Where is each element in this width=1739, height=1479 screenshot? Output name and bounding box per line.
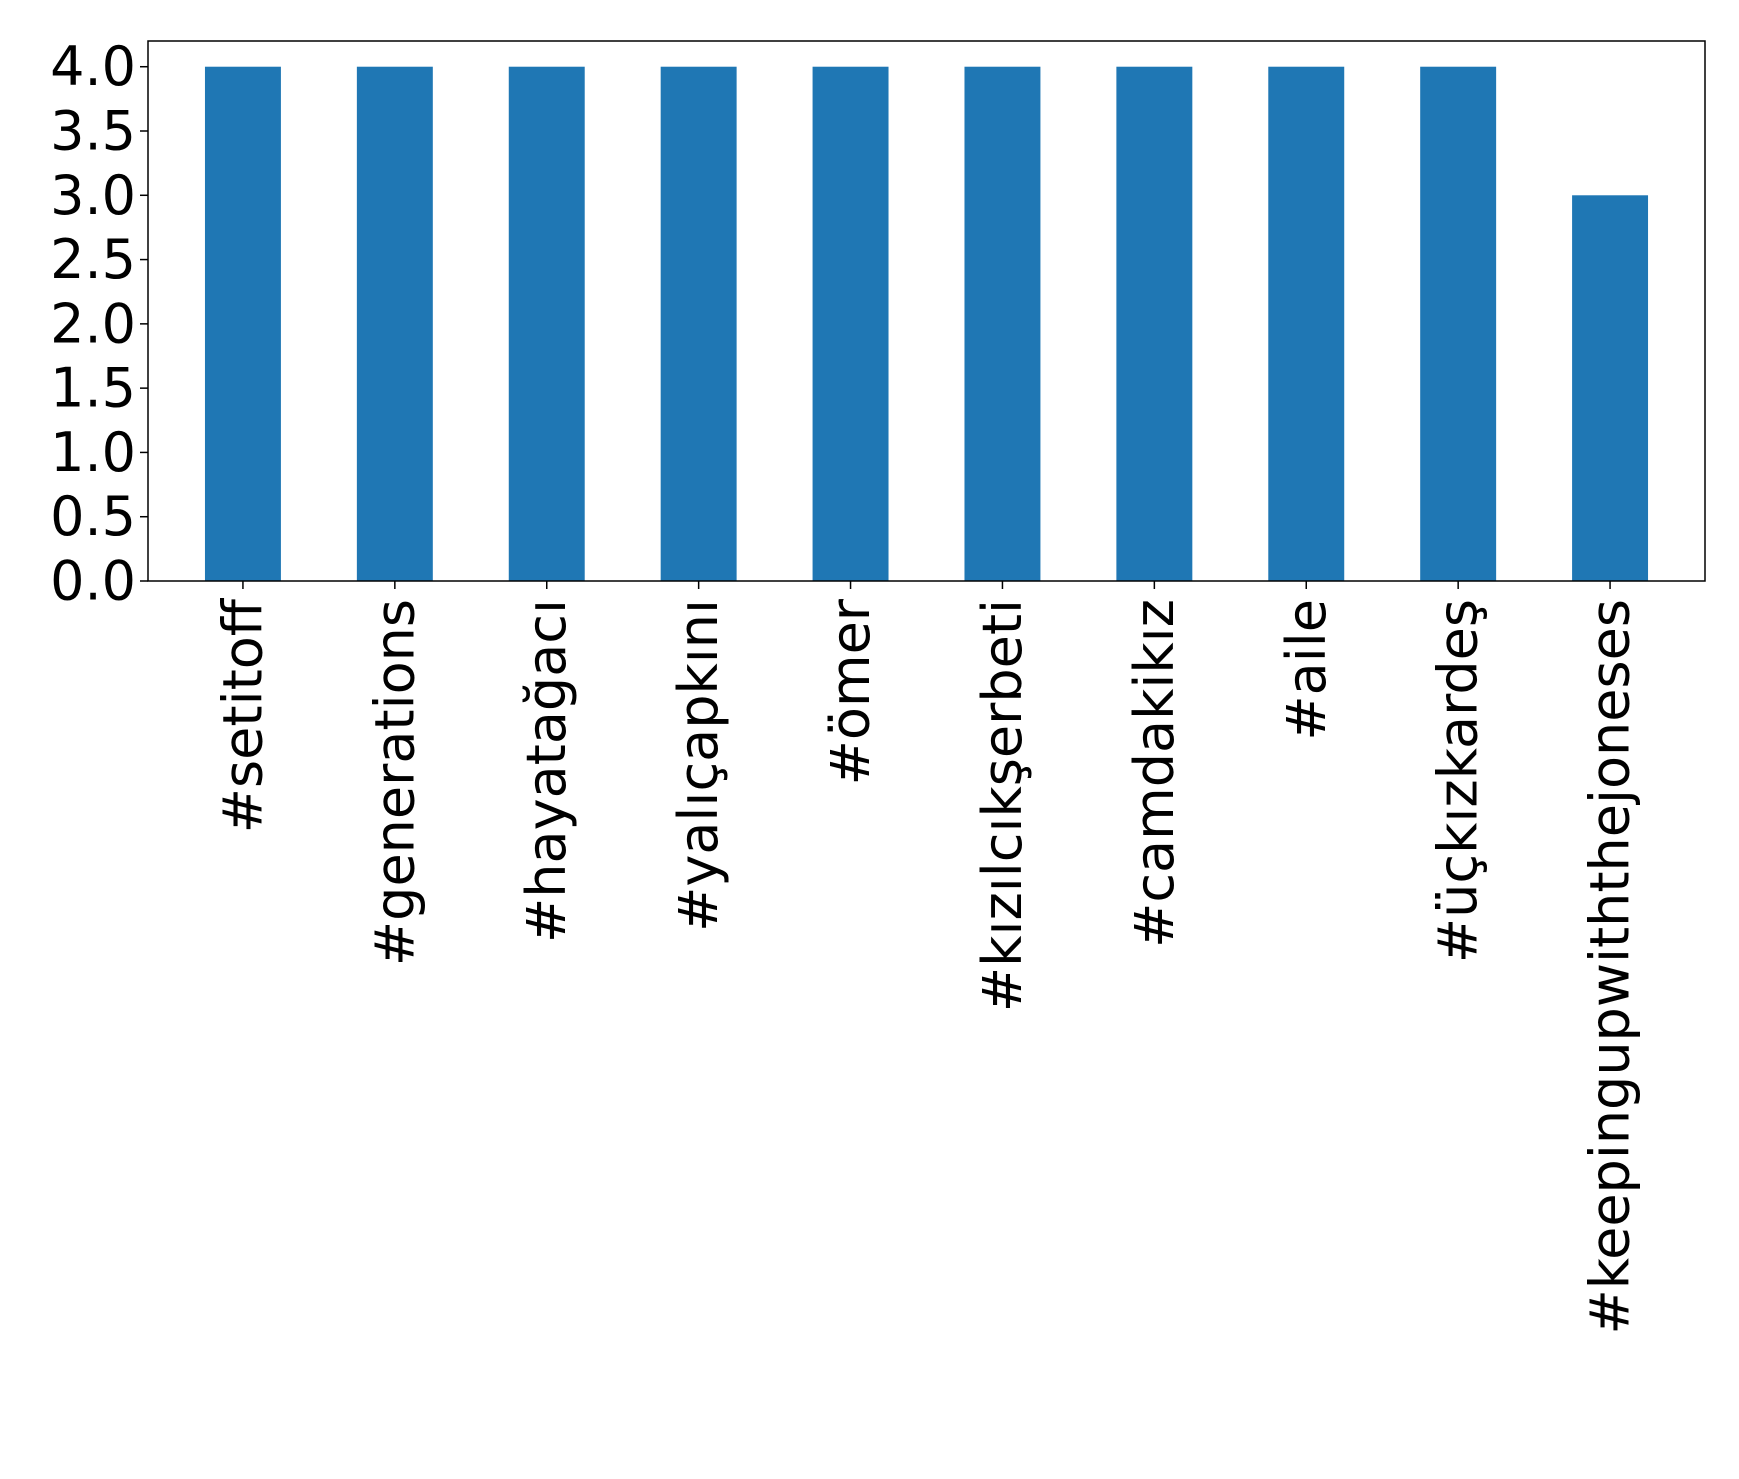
x-tick-label-6: #camdakikız: [1123, 599, 1186, 948]
x-tick-label-9: #keepingupwiththejoneses: [1579, 599, 1642, 1335]
x-tick-label-1: #generations: [363, 599, 426, 966]
bars-group: [204, 66, 1649, 582]
bar-3: [660, 66, 737, 581]
x-tick-label-8: #üçkızkardeş: [1427, 599, 1490, 963]
bar-2: [508, 66, 585, 581]
y-tick-label-2: 1.0: [50, 421, 136, 484]
y-axis: 0.00.51.01.52.02.53.03.54.0: [50, 35, 148, 613]
x-tick-label-4: #ömer: [819, 598, 882, 785]
bar-8: [1420, 66, 1497, 581]
y-tick-label-4: 2.0: [50, 292, 136, 355]
y-tick-label-5: 2.5: [50, 228, 136, 291]
bar-0: [204, 66, 281, 581]
y-tick-label-7: 3.5: [50, 100, 136, 163]
y-tick-label-8: 4.0: [50, 35, 136, 98]
y-tick-label-0: 0.0: [50, 550, 136, 613]
bar-1: [356, 66, 433, 581]
y-tick-label-3: 1.5: [50, 357, 136, 420]
x-axis: #setitoff #generations #hayatağacı #yalıçap…: [211, 581, 1642, 1335]
x-tick-label-5: #kızılcıkşerbeti: [971, 599, 1034, 1012]
bar-9: [1572, 195, 1649, 582]
bar-5: [964, 66, 1041, 581]
x-tick-label-0: #setitoff: [211, 597, 274, 833]
x-tick-label-3: #yalıçapkını: [667, 599, 730, 932]
bar-4: [812, 66, 889, 581]
x-tick-label-7: #aile: [1275, 599, 1338, 741]
plot-frame: [147, 40, 1706, 582]
y-tick-label-1: 0.5: [50, 485, 136, 548]
bar-6: [1116, 66, 1193, 581]
y-tick-label-6: 3.0: [50, 164, 136, 227]
x-tick-label-2: #hayatağacı: [515, 599, 578, 943]
bar-7: [1268, 66, 1345, 581]
